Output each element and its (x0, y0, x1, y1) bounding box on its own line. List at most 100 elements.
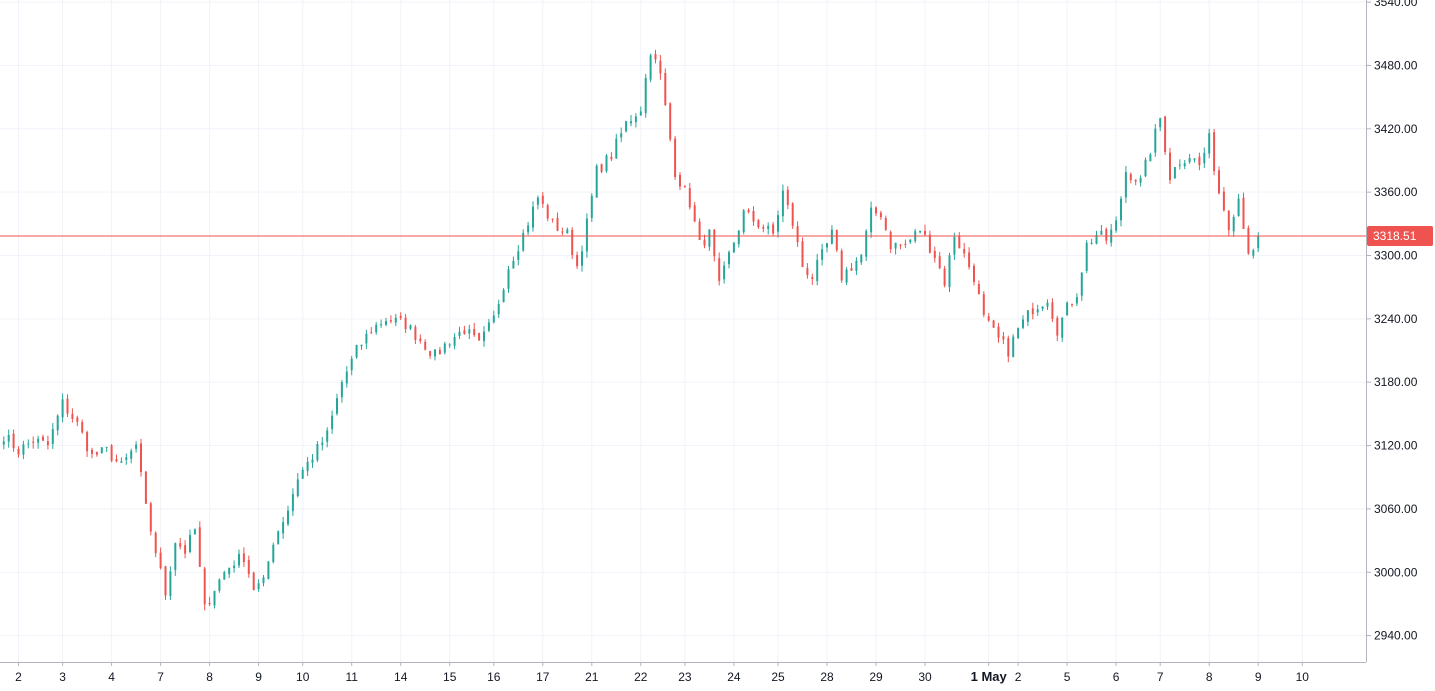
candle (1017, 327, 1020, 339)
candle (997, 323, 1000, 343)
candle-body (419, 338, 422, 342)
x-tick-label: 1 May (971, 669, 1008, 684)
candle-body (1178, 164, 1181, 166)
candle-body (757, 220, 760, 228)
candle-body (546, 205, 549, 219)
candle-body (830, 229, 833, 244)
candle-body (865, 230, 868, 257)
candle (875, 206, 877, 217)
candle-body (1188, 158, 1191, 163)
candle-body (816, 259, 819, 282)
candle-body (22, 444, 25, 455)
candle (1095, 230, 1098, 245)
candle-body (1120, 198, 1122, 221)
candle-body (458, 331, 461, 336)
candle (218, 578, 221, 593)
candle-body (806, 267, 809, 276)
candle-body (634, 116, 637, 123)
candle (767, 222, 770, 235)
candle-body (1002, 336, 1005, 340)
candle (669, 102, 672, 142)
candle (100, 447, 103, 454)
candle (429, 350, 432, 359)
candle-body (796, 226, 799, 243)
candle-body (164, 566, 167, 596)
candle (389, 315, 392, 324)
x-tick-label: 24 (727, 670, 741, 684)
candle-body (982, 294, 985, 315)
time-axis[interactable]: 2 3 4 7 8 9 10 11 14 15 16 17 21 22 23 24 25 28 29 30 1 May 2… (0, 662, 1366, 684)
candle (899, 243, 902, 250)
candle-body (76, 417, 79, 422)
x-tick-label: 25 (771, 670, 785, 684)
candle (845, 266, 848, 286)
candle-body (1105, 229, 1108, 241)
candle (61, 393, 64, 423)
candle-body (644, 77, 647, 114)
candle-body (1017, 328, 1020, 339)
candle-body (561, 231, 564, 233)
candle (723, 261, 726, 284)
candle (154, 531, 157, 558)
x-tick-label: 8 (1206, 670, 1213, 684)
candle-body (125, 457, 128, 460)
x-tick-label: 6 (1113, 670, 1120, 684)
candle-body (86, 432, 89, 452)
x-tick-label: 10 (296, 670, 310, 684)
candle (1066, 301, 1069, 316)
x-tick-label: 22 (634, 670, 648, 684)
candle-body (953, 237, 956, 255)
y-tick-label: 3540.00 (1374, 0, 1418, 9)
candle (404, 313, 407, 334)
candle (345, 366, 348, 388)
candle (355, 344, 358, 359)
candle-body (1095, 234, 1098, 244)
candle (826, 242, 828, 253)
candle (1218, 166, 1220, 195)
y-tick-label: 2940.00 (1374, 629, 1418, 643)
candle (296, 473, 299, 498)
candle (1173, 166, 1176, 179)
candle (713, 228, 716, 262)
candle (571, 227, 574, 260)
candle-body (884, 218, 887, 230)
candle (399, 312, 402, 321)
candle (17, 446, 20, 458)
candle-body (1041, 306, 1044, 309)
candle-body (683, 185, 686, 187)
candle (164, 565, 167, 600)
price-axis[interactable]: 2940.00 3000.00 3060.00 3120.00 3180.00 3240.… (1366, 0, 1418, 662)
candle (336, 393, 338, 416)
candle (1120, 196, 1122, 227)
candle (1002, 331, 1005, 345)
candle (51, 423, 54, 449)
candle-body (522, 232, 525, 251)
y-tick-label: 3480.00 (1374, 58, 1418, 72)
candle-body (958, 235, 961, 249)
candle (968, 247, 971, 270)
candle (938, 251, 941, 270)
candle (1056, 315, 1059, 342)
candle (242, 547, 245, 567)
candle (1213, 128, 1216, 176)
candle-body (233, 565, 236, 569)
candle-body (693, 205, 696, 222)
candle-body (1090, 242, 1093, 244)
candle (37, 435, 40, 449)
candle (683, 185, 686, 188)
candle-body (679, 174, 681, 187)
candle-body (409, 325, 412, 329)
candle-body (938, 256, 941, 269)
candle-body (71, 413, 74, 419)
candle-body (1139, 177, 1142, 183)
candle (536, 195, 539, 210)
candle (135, 441, 138, 453)
candle (610, 152, 613, 162)
candle-body (654, 54, 657, 60)
candle (1100, 224, 1103, 235)
candle (311, 454, 314, 468)
x-tick-label: 4 (108, 670, 115, 684)
candle (487, 319, 490, 333)
